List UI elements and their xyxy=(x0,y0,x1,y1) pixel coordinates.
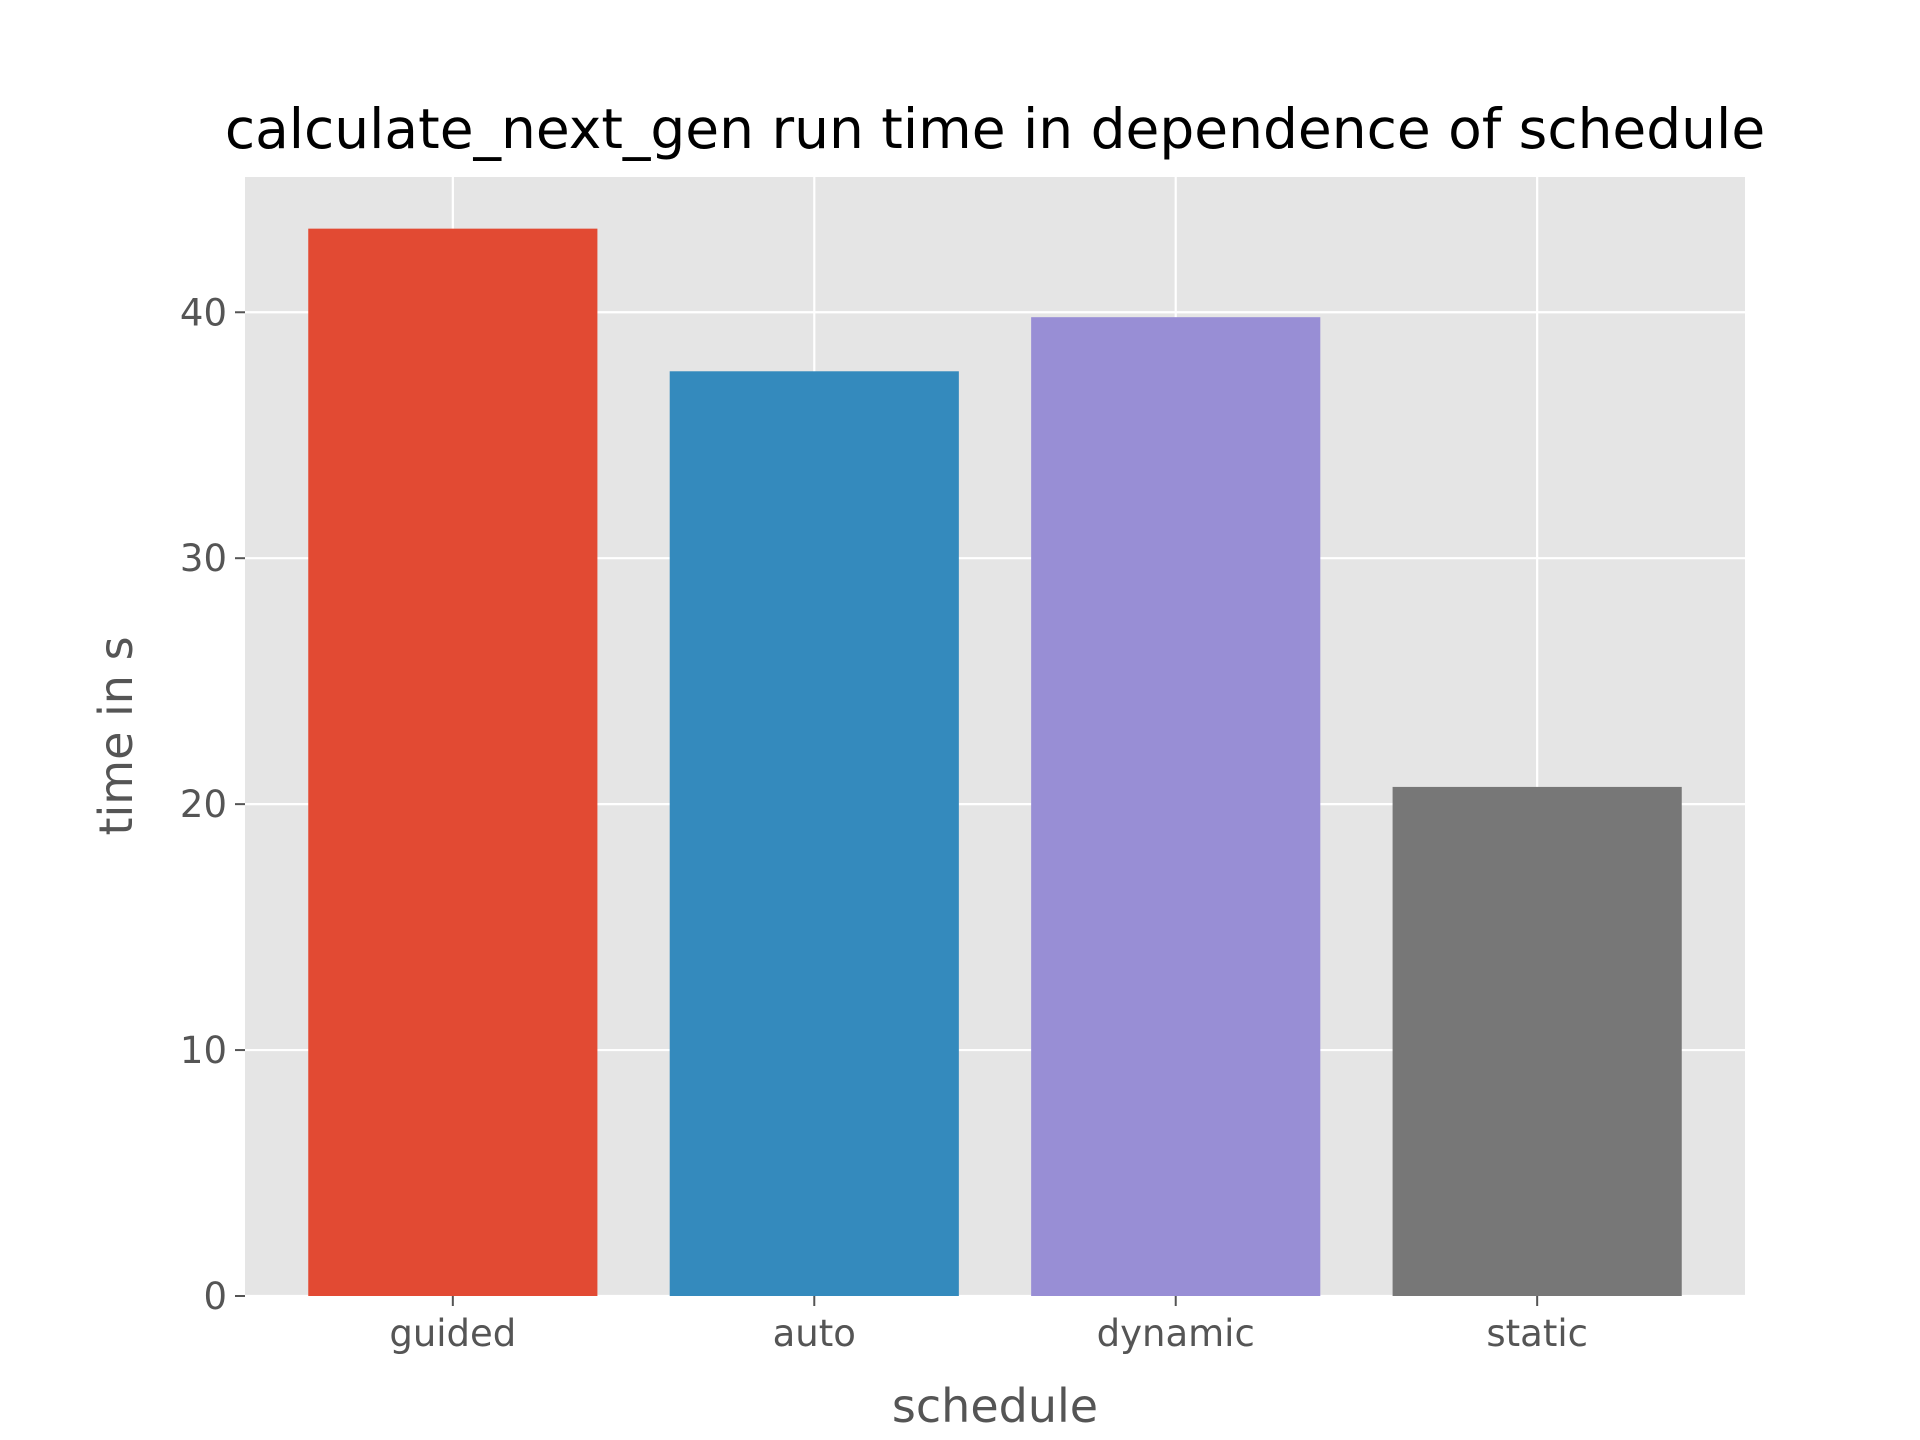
y-tick-label: 40 xyxy=(180,291,227,334)
bar-guided xyxy=(308,228,598,1297)
x-tick-label: static xyxy=(1486,1312,1588,1355)
chart-title: calculate_next_gen run time in dependenc… xyxy=(225,97,1765,161)
y-tick-label: 20 xyxy=(180,783,227,826)
y-tick-label: 0 xyxy=(203,1275,227,1318)
bar-static xyxy=(1392,786,1682,1296)
x-axis-ticks: guided auto dynamic static xyxy=(389,1296,1588,1355)
bar-auto xyxy=(669,371,959,1296)
y-axis-ticks: 0 10 20 30 40 xyxy=(180,291,245,1318)
x-axis-label: schedule xyxy=(892,1379,1098,1433)
x-tick-label: guided xyxy=(389,1312,516,1355)
y-tick-label: 30 xyxy=(180,537,227,580)
bar-dynamic xyxy=(1031,317,1321,1297)
y-tick-label: 10 xyxy=(180,1029,227,1072)
bars xyxy=(308,228,1682,1297)
x-tick-label: auto xyxy=(773,1312,856,1355)
x-tick-label: dynamic xyxy=(1097,1312,1255,1355)
y-axis-label: time in s xyxy=(89,636,143,835)
